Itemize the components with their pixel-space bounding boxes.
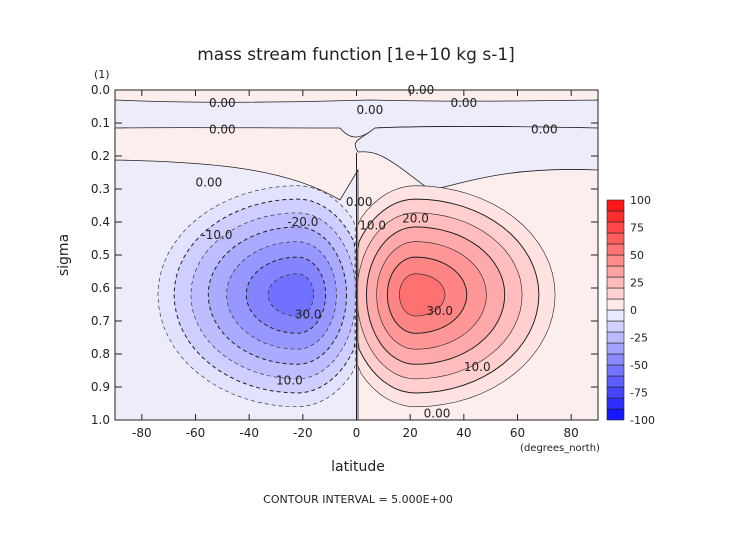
x-tick-label: -60: [186, 426, 206, 440]
colorbar-tick-label: -100: [630, 414, 655, 427]
colorbar-swatch: [606, 320, 625, 333]
plot-area: -80 -60 -40 -20 0 20 40 60 80 0.0 0.1 0.2 0.3 0.4 0.5 0…: [91, 83, 599, 440]
colorbar-swatch: [606, 221, 625, 234]
colorbar-swatch: [606, 298, 625, 311]
colorbar-swatch: [606, 386, 625, 399]
colorbar-tick-label: -50: [630, 359, 648, 372]
colorbar-swatch: [606, 210, 625, 223]
x-tick-label: 20: [403, 426, 418, 440]
y-tick-label: 0.2: [91, 149, 110, 163]
contour-label: 0.00: [346, 195, 373, 209]
colorbar-swatch: [606, 265, 625, 278]
y-tick-label: 0.1: [91, 116, 110, 130]
y-axis-label: sigma: [56, 234, 72, 276]
contour-label: 30.0: [295, 307, 322, 321]
contour-label: 0.00: [209, 123, 236, 137]
colorbar-swatch: [606, 199, 625, 212]
colorbar-swatch: [606, 287, 625, 300]
x-units-label: (degrees_north): [520, 443, 600, 454]
colorbar: 100 75 50 25 0 -25 -50 -75 -100: [606, 194, 655, 427]
colorbar-swatch: [606, 353, 625, 366]
x-tick-label: -80: [132, 426, 152, 440]
colorbar-tick-label: 75: [630, 222, 644, 235]
y-tick-label: 0.3: [91, 182, 110, 196]
x-tick-label: 60: [510, 426, 525, 440]
colorbar-tick-label: -25: [630, 332, 648, 345]
x-axis-label: latitude: [331, 459, 385, 475]
contour-label: 0.00: [209, 96, 236, 110]
colorbar-swatch: [606, 254, 625, 267]
y-tick-label: 0.9: [91, 380, 110, 394]
contour-label: 0.00: [196, 175, 223, 189]
contour-interval-footer: CONTOUR INTERVAL = 5.000E+00: [263, 493, 453, 506]
x-tick-label: -40: [239, 426, 259, 440]
colorbar-tick-label: 0: [630, 304, 637, 317]
negative-contour-level-35: [267, 273, 314, 317]
y-tick-label: 1.0: [91, 413, 110, 427]
chart-title: mass stream function [1e+10 kg s-1]: [197, 45, 515, 65]
contour-label: 30.0: [426, 304, 453, 318]
contour-label: 0.00: [450, 96, 477, 110]
colorbar-swatch: [606, 364, 625, 377]
colorbar-swatch: [606, 331, 625, 344]
x-tick-label: -20: [293, 426, 313, 440]
colorbar-swatch: [606, 243, 625, 256]
x-tick-label: 40: [456, 426, 471, 440]
units-label: (1): [94, 68, 110, 81]
colorbar-swatch: [606, 397, 625, 410]
contour-label: 0.00: [424, 406, 451, 420]
contour-label: 0.00: [531, 123, 558, 137]
contour-label: 10.0: [276, 373, 303, 387]
colorbar-swatch: [606, 309, 625, 322]
x-tick-label: 0: [353, 426, 361, 440]
y-tick-label: 0.6: [91, 281, 110, 295]
y-tick-label: 0.5: [91, 248, 110, 262]
colorbar-swatch: [606, 276, 625, 289]
x-tick-label: 80: [564, 426, 579, 440]
colorbar-swatch: [606, 232, 625, 245]
contour-label: 0.00: [357, 103, 384, 117]
contour-label: 10.0: [359, 218, 386, 232]
contour-label: 20.0: [402, 212, 429, 226]
colorbar-swatch: [606, 408, 625, 421]
contour-label: -10.0: [201, 228, 232, 242]
colorbar-swatch: [606, 342, 625, 355]
contour-label: 10.0: [464, 360, 491, 374]
colorbar-tick-label: 25: [630, 277, 644, 290]
colorbar-tick-label: -75: [630, 387, 648, 400]
positive-contour-level-35: [399, 273, 446, 317]
y-tick-label: 0.7: [91, 314, 110, 328]
y-tick-label: 0.4: [91, 215, 110, 229]
colorbar-tick-label: 100: [630, 194, 651, 207]
colorbar-swatch: [606, 375, 625, 388]
contour-label: -20.0: [287, 215, 318, 229]
contour-label: 0.00: [408, 83, 435, 97]
colorbar-tick-label: 50: [630, 249, 644, 262]
y-tick-label: 0.0: [91, 83, 110, 97]
y-tick-label: 0.8: [91, 347, 110, 361]
